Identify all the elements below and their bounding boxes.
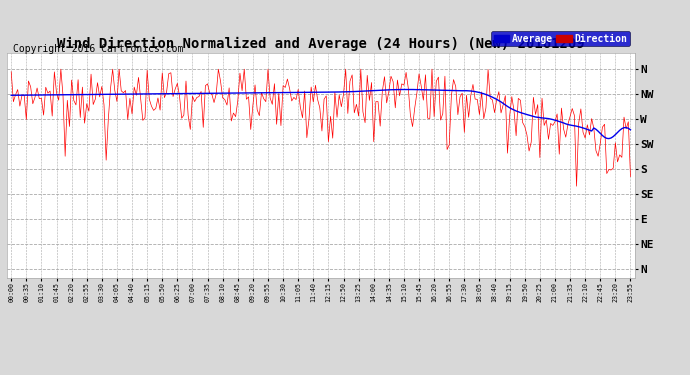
Text: Copyright 2016 Cartronics.com: Copyright 2016 Cartronics.com [13,44,184,54]
Legend: Average, Direction: Average, Direction [491,32,630,46]
Title: Wind Direction Normalized and Average (24 Hours) (New) 20161209: Wind Direction Normalized and Average (2… [57,37,584,51]
